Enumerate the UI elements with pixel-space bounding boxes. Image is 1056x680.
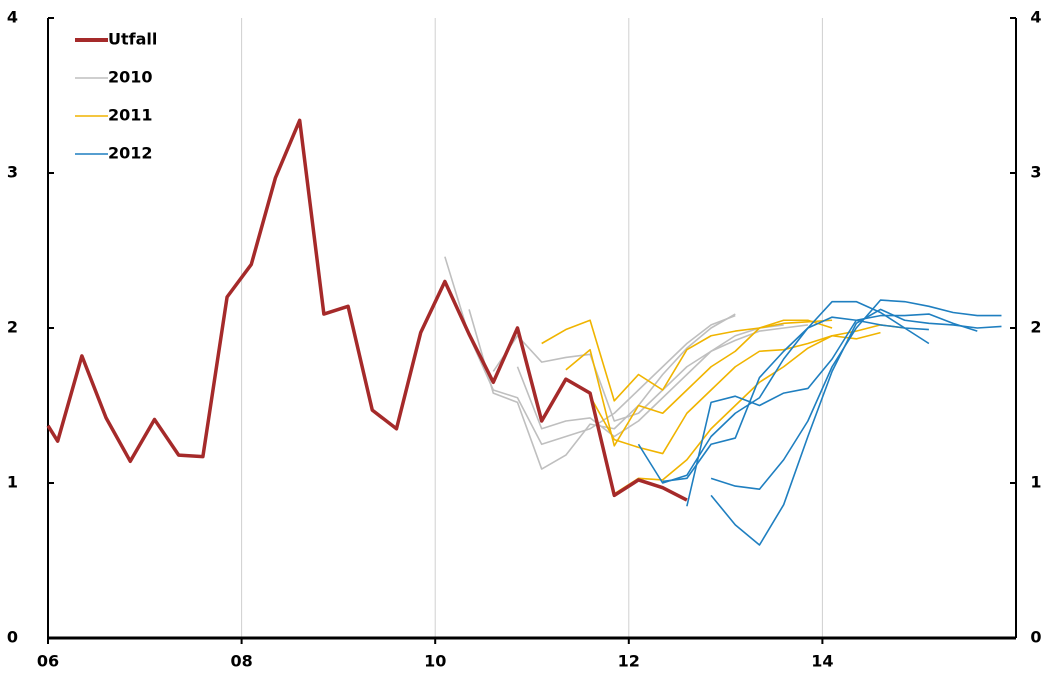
y-tick-label: 2 xyxy=(7,318,18,337)
forecast-line xyxy=(686,313,978,507)
forecast-line xyxy=(637,316,929,484)
y-tick-label: 1 xyxy=(7,473,18,492)
forecast-line xyxy=(516,324,808,438)
y2-tick-label: 1 xyxy=(1030,473,1041,492)
legend-label: 2012 xyxy=(108,144,153,163)
y2-tick-label: 4 xyxy=(1030,8,1041,27)
x-tick-label: 10 xyxy=(424,652,446,671)
forecast-line xyxy=(444,256,736,446)
forecast-line xyxy=(613,324,905,495)
forecast-line xyxy=(541,319,833,402)
y-tick-label: 4 xyxy=(7,8,18,27)
x-tick-label: 08 xyxy=(230,652,252,671)
y-tick-label: 0 xyxy=(7,628,18,647)
y2-tick-label: 3 xyxy=(1030,163,1041,182)
legend-label: Utfall xyxy=(108,30,157,49)
y-tick-label: 3 xyxy=(7,163,18,182)
outcome-line xyxy=(46,118,688,502)
x-tick-label: 14 xyxy=(811,652,833,671)
legend-label: 2011 xyxy=(108,106,153,125)
x-tick-label: 06 xyxy=(37,652,59,671)
forecast-line xyxy=(565,319,833,447)
y2-tick-label: 2 xyxy=(1030,318,1041,337)
forecast-line xyxy=(710,299,1002,490)
y2-tick-label: 0 xyxy=(1030,628,1041,647)
legend-label: 2010 xyxy=(108,68,153,87)
forecast-line xyxy=(710,308,1002,546)
forecast-line xyxy=(492,324,784,422)
x-tick-label: 12 xyxy=(618,652,640,671)
